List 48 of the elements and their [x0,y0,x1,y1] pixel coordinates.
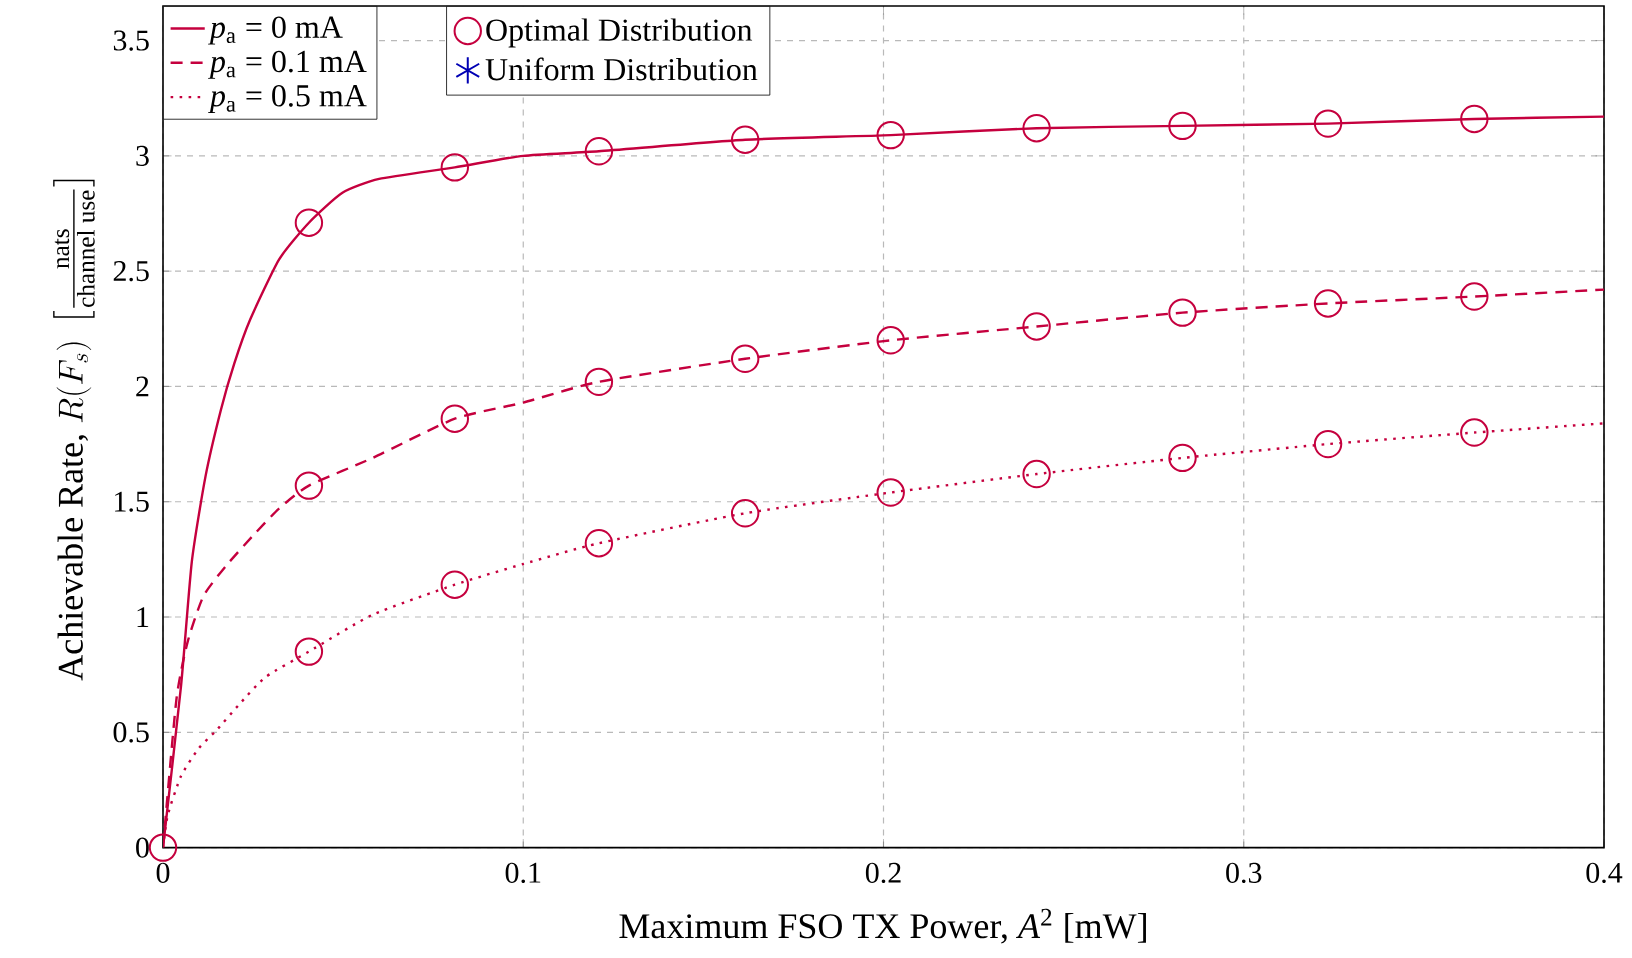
y-tick-label: 0 [136,837,149,858]
legend-label: Optimal Distribution [486,18,753,48]
y-tick-label: 2.5 [113,261,149,282]
point [148,833,178,862]
y-axis-title: $\text{Achievable Rate, } R(F_s)\ \left[\frac{\text{nats}}{\text{channel use}}\right]$ [53,180,95,681]
legend-label: p$_{a}$ = 0.5 mA [208,85,367,114]
point [440,153,470,182]
point [294,208,324,238]
point [584,137,614,166]
point [1168,298,1197,328]
point [876,121,905,150]
point [876,478,905,507]
point [1460,104,1489,134]
point [1313,289,1343,318]
x-tick-label: 0.3 [1226,862,1262,884]
point [1460,282,1489,311]
point [1022,312,1051,341]
y-tick-label: 3 [136,146,149,167]
legend-label: p$_{a}$ = 0 mA [208,16,343,45]
point [1022,460,1051,489]
point [1313,109,1343,138]
x-axis-title: Maximum FSO TX Power, A$^{2}$ [mW] [619,908,1146,944]
point [730,344,760,374]
point [1313,430,1343,459]
x-tick-label: 0.2 [865,862,901,884]
legend-label: Uniform Distribution [485,57,758,81]
y-tick-label: 1 [137,607,149,628]
point [1022,114,1051,143]
x-tick-label: 0.4 [1586,862,1623,884]
point [876,326,905,355]
point [294,471,324,500]
x-tick-label: 0 [156,862,170,884]
y-tick-label: 3.5 [113,30,149,51]
x-tick-label: 0.1 [505,862,541,884]
point [584,529,614,558]
point [730,499,760,528]
legend-label: p$_{a}$ = 0.1 mA [208,50,367,79]
point [730,125,760,155]
point [1460,418,1489,447]
point [584,367,614,397]
y-tick-label: 0.5 [113,722,149,743]
point [1168,111,1197,141]
point [440,570,470,600]
point [440,404,470,434]
y-tick-label: 2 [136,376,149,397]
y-tick-label: 1.5 [115,491,149,513]
point [1168,443,1197,473]
point [294,637,324,666]
